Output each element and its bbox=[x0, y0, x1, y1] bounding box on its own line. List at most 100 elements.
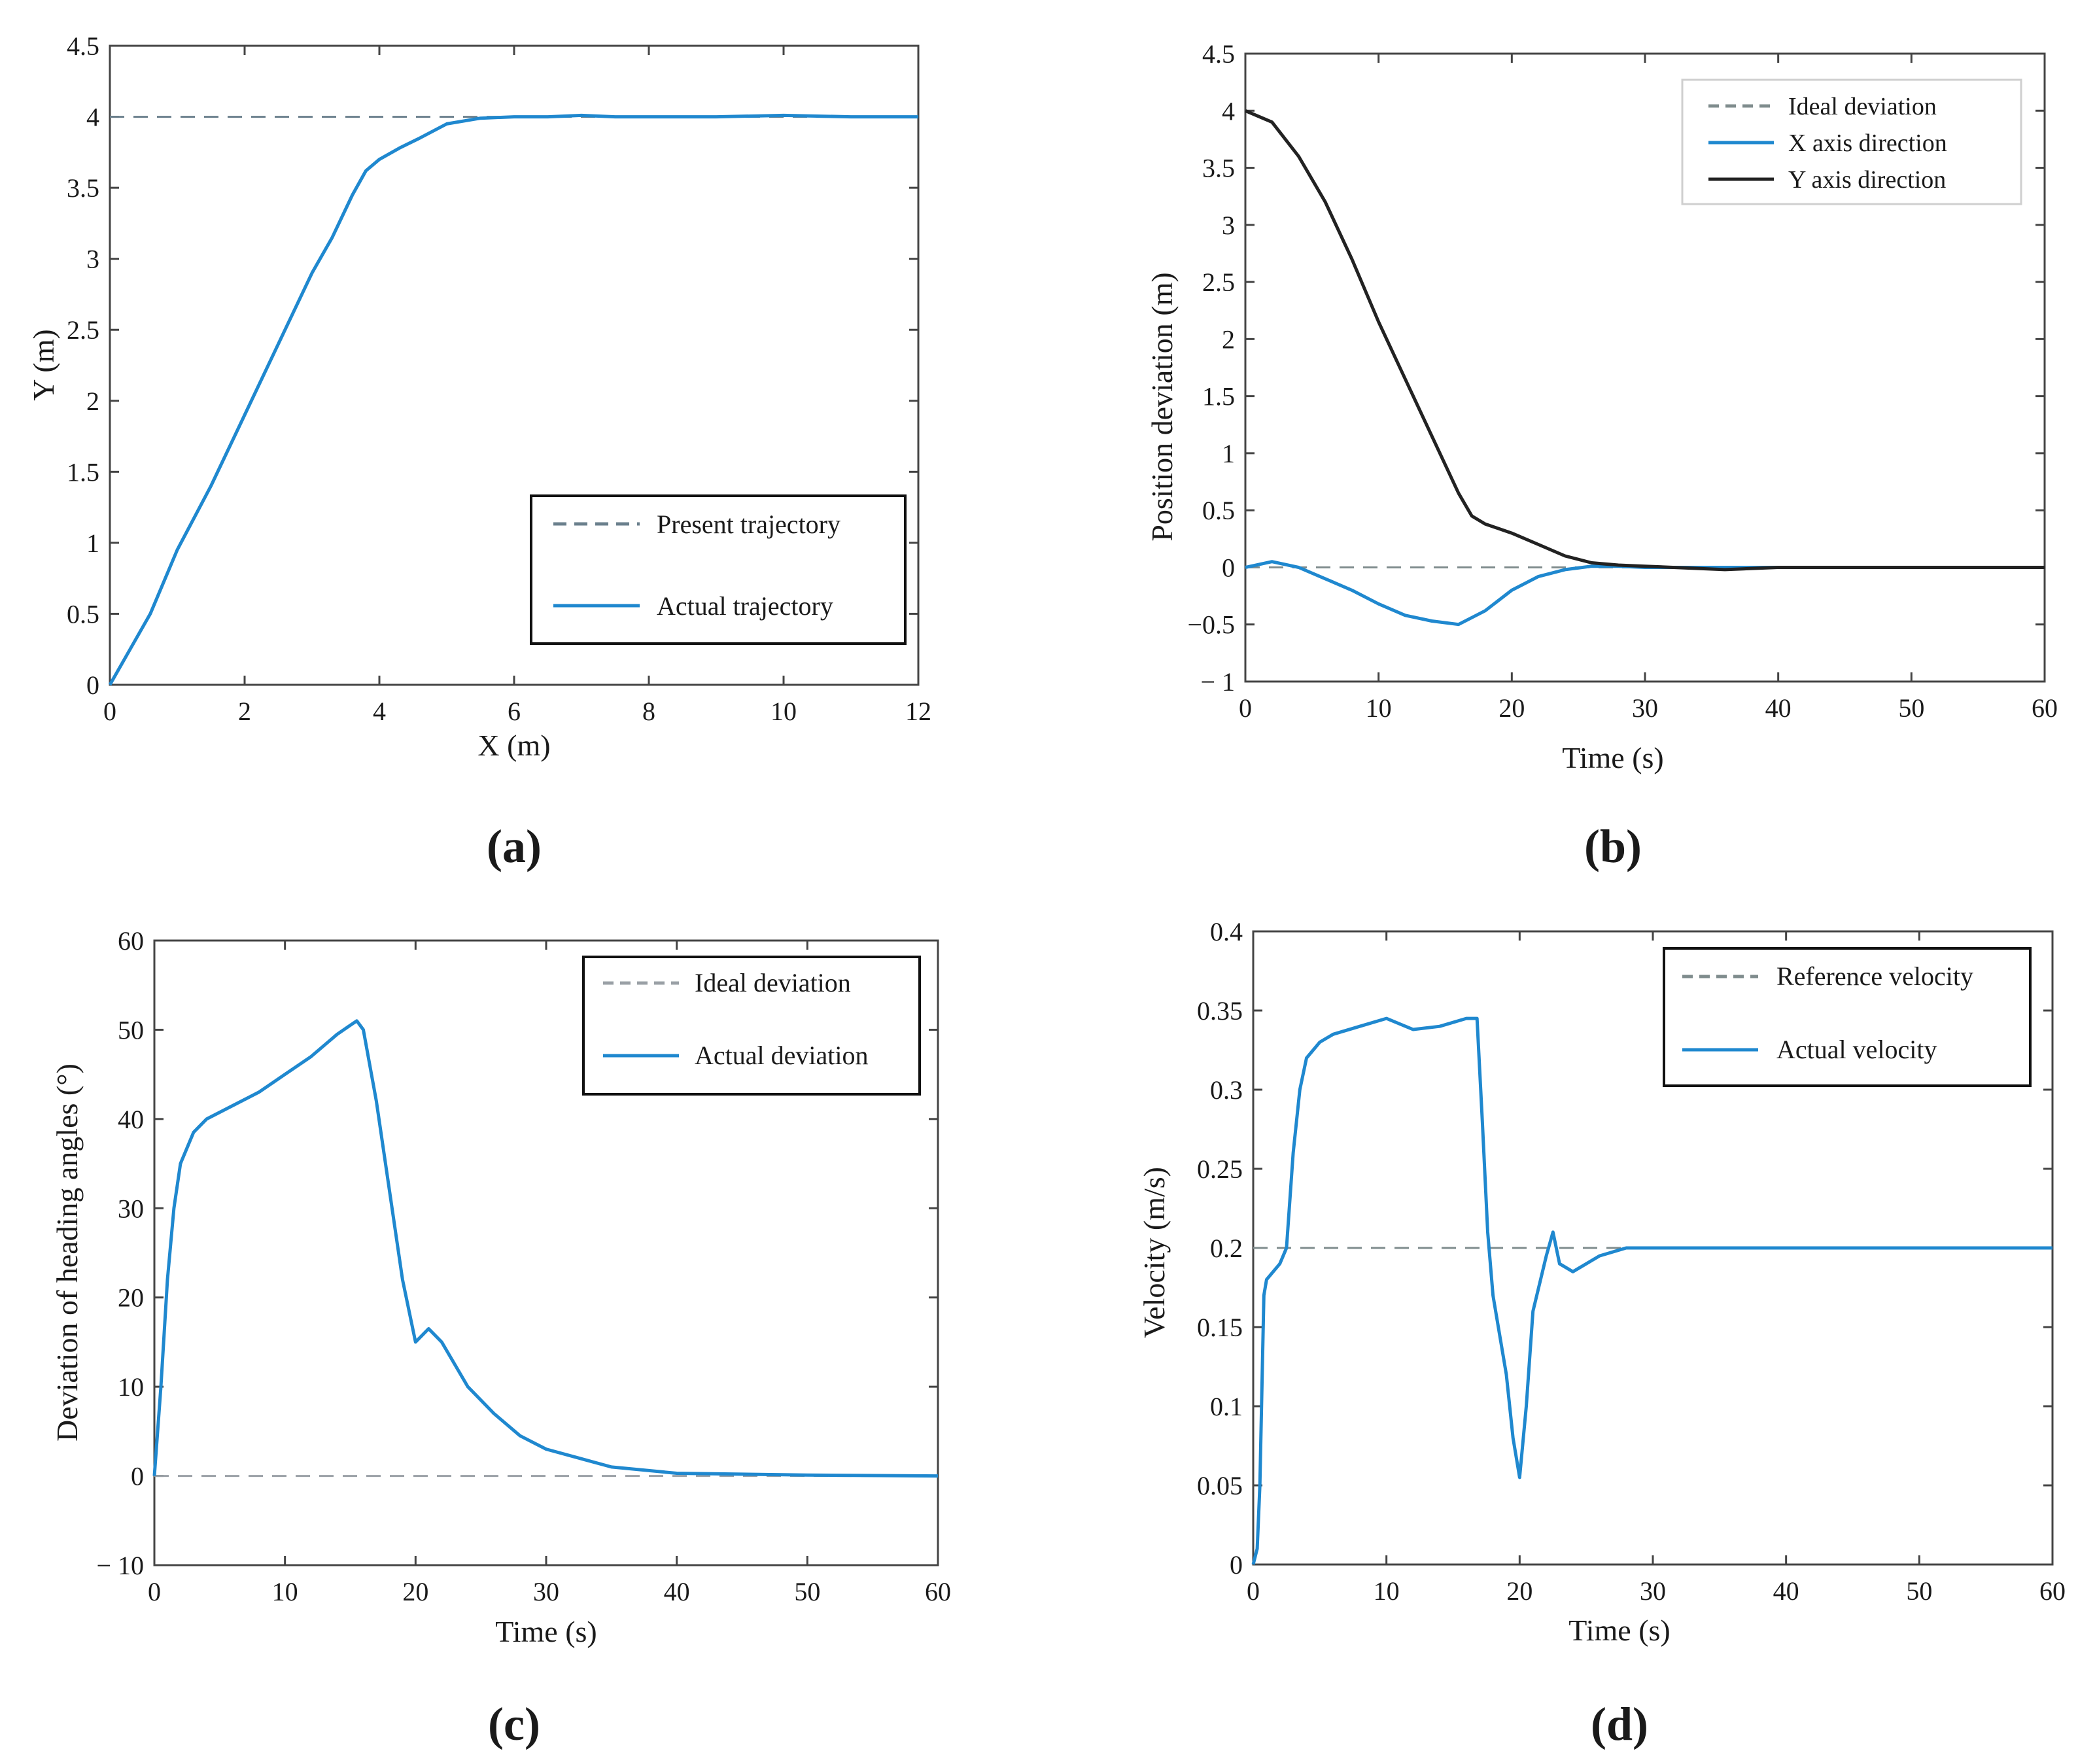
panel-c-ytick-label: 60 bbox=[118, 926, 144, 956]
panel-d-xtick-label: 60 bbox=[2039, 1576, 2066, 1606]
panel-d-ytick-label: 0 bbox=[1230, 1550, 1243, 1580]
panel-c-xtick-label: 60 bbox=[925, 1577, 951, 1606]
panel-c-legend-box bbox=[582, 956, 921, 1096]
panel-d-series-actual-velocity bbox=[1251, 1016, 2052, 1565]
panel-b-legend-label-1: X axis direction bbox=[1788, 130, 1947, 157]
panel-c-ytick-label: 10 bbox=[118, 1372, 144, 1402]
panel-b-series-x-axis-direction bbox=[1245, 560, 2045, 627]
panel-a-series-actual-trajectory bbox=[108, 113, 918, 686]
panel-b-ytick-label: 4.5 bbox=[1202, 39, 1235, 69]
panel-a-ytick-label: 1 bbox=[86, 528, 99, 558]
panel-b-legend-label-2: Y axis direction bbox=[1788, 166, 1946, 194]
panel-c-ytick-label: − 10 bbox=[96, 1551, 144, 1580]
panel-d-ytick-label: 0.25 bbox=[1197, 1154, 1243, 1184]
panel-b-label: (b) bbox=[1584, 820, 1642, 873]
panel-d-ytick-label: 0.05 bbox=[1197, 1471, 1243, 1500]
panel-d-legend: Reference velocity Actual velocity bbox=[1663, 947, 2032, 1087]
panel-b-legend-label-0: Ideal deviation bbox=[1788, 93, 1937, 120]
panel-a-xlabel: X (m) bbox=[477, 729, 550, 762]
panel-d-ytick-label: 0.15 bbox=[1197, 1313, 1243, 1342]
panel-d-ylabel: Velocity (m/s) bbox=[1137, 1167, 1171, 1338]
panel-c-label: (c) bbox=[488, 1698, 540, 1750]
panel-b-xtick-label: 60 bbox=[2032, 693, 2058, 723]
panel-a-xtick-label: 12 bbox=[905, 697, 931, 726]
panel-c-ytick-label: 30 bbox=[118, 1194, 144, 1223]
panel-c-ytick-label: 40 bbox=[118, 1105, 144, 1134]
panel-a: 0 2 4 6 8 10 12 0 0.5 1 1.5 2 2.5 3 3.5 4 4.5 X (m) Y (m… bbox=[27, 31, 931, 873]
panel-b-ytick-label: 3 bbox=[1222, 211, 1235, 240]
panel-d-ticks: 0 10 20 30 40 50 60 0 0.05 0.1 0.15 0.2 0.25 0.3 0.35 0… bbox=[1197, 917, 2066, 1606]
panel-d-legend-box bbox=[1663, 947, 2032, 1087]
panel-b-ytick-label: 3.5 bbox=[1202, 154, 1235, 183]
panel-b-series-y-axis-direction bbox=[1245, 109, 2045, 572]
panel-b-xtick-label: 50 bbox=[1898, 693, 1924, 723]
panel-b-xtick-label: 20 bbox=[1498, 693, 1525, 723]
panel-d-xtick-label: 50 bbox=[1906, 1576, 1932, 1606]
panel-d-series bbox=[1251, 1016, 2052, 1565]
panel-a-ylabel: Y (m) bbox=[27, 329, 60, 400]
panel-d-xlabel: Time (s) bbox=[1568, 1614, 1671, 1647]
panel-a-ytick-label: 2 bbox=[86, 387, 99, 416]
panel-a-ytick-label: 4.5 bbox=[67, 31, 99, 61]
panel-a-legend-label-0: Present trajectory bbox=[657, 510, 840, 539]
panel-a-ytick-label: 1.5 bbox=[67, 457, 99, 487]
panel-c-ytick-label: 0 bbox=[131, 1462, 144, 1491]
panel-d-xtick-label: 0 bbox=[1247, 1576, 1260, 1606]
panel-d-label: (d) bbox=[1591, 1698, 1648, 1750]
panel-c-xtick-label: 0 bbox=[148, 1577, 161, 1606]
panel-a-ytick-label: 0 bbox=[86, 670, 99, 700]
panel-b-legend-box bbox=[1681, 78, 2022, 205]
panel-d-xtick-label: 40 bbox=[1773, 1576, 1799, 1606]
panel-b-xtick-label: 0 bbox=[1239, 693, 1252, 723]
panel-a-xtick-label: 2 bbox=[238, 697, 251, 726]
panel-d-xtick-label: 10 bbox=[1374, 1576, 1400, 1606]
panel-d-legend-label-0: Reference velocity bbox=[1776, 961, 1973, 991]
panel-b-ytick-label: 0.5 bbox=[1202, 496, 1235, 525]
panel-a-legend-box bbox=[530, 494, 907, 645]
panel-b-ylabel: Position deviation (m) bbox=[1145, 272, 1179, 541]
panel-b-xlabel: Time (s) bbox=[1562, 741, 1664, 774]
panel-a-xtick-label: 0 bbox=[103, 697, 116, 726]
panel-c-xtick-label: 40 bbox=[664, 1577, 690, 1606]
panel-b-ytick-label: 2 bbox=[1222, 324, 1235, 354]
panel-a-ytick-label: 4 bbox=[86, 103, 99, 132]
panel-b-xtick-label: 30 bbox=[1632, 693, 1658, 723]
panel-c-xtick-label: 10 bbox=[272, 1577, 298, 1606]
panel-a-ytick-label: 0.5 bbox=[67, 599, 99, 629]
panel-b-ytick-label: − 1 bbox=[1200, 667, 1235, 697]
panel-d-xtick-label: 20 bbox=[1506, 1576, 1533, 1606]
panel-c-series-actual-deviation bbox=[152, 1019, 939, 1478]
panel-b-ytick-label: 4 bbox=[1222, 96, 1235, 126]
panel-c-xtick-label: 50 bbox=[794, 1577, 820, 1606]
panel-a-ytick-label: 3.5 bbox=[67, 173, 99, 203]
panel-a-xtick-label: 8 bbox=[642, 697, 655, 726]
panel-a-xtick-label: 4 bbox=[373, 697, 386, 726]
panel-d-xtick-label: 30 bbox=[1640, 1576, 1666, 1606]
panel-d-legend-label-1: Actual velocity bbox=[1776, 1035, 1937, 1064]
panel-d-ytick-label: 0.3 bbox=[1210, 1075, 1243, 1105]
panel-b-ytick-label: 1.5 bbox=[1202, 382, 1235, 411]
panel-b-ytick-label: 1 bbox=[1222, 439, 1235, 468]
panel-b-series bbox=[1245, 109, 2045, 627]
panel-a-legend: Present trajectory Actual trajectory bbox=[530, 494, 907, 645]
panel-c-xlabel: Time (s) bbox=[495, 1615, 597, 1648]
panel-d-ytick-label: 0.35 bbox=[1197, 996, 1243, 1026]
panel-a-xtick-label: 10 bbox=[771, 697, 797, 726]
panel-b: 0 10 20 30 40 50 60 − 1 −0.5 0 0.5 1 1.5 2 2.5 3 3.5 4 4.5… bbox=[1145, 39, 2058, 873]
panel-c-legend: Ideal deviation Actual deviation bbox=[582, 956, 921, 1096]
panel-b-ticks: 0 10 20 30 40 50 60 − 1 −0.5 0 0.5 1 1.5 2 2.5 3 3.5 4 4.5 bbox=[1187, 39, 2058, 723]
panel-c-ytick-label: 20 bbox=[118, 1283, 144, 1313]
panel-c-legend-label-1: Actual deviation bbox=[695, 1041, 868, 1070]
panel-c-ytick-label: 50 bbox=[118, 1015, 144, 1045]
panel-b-ytick-label: 2.5 bbox=[1202, 268, 1235, 297]
panel-a-series bbox=[108, 113, 918, 686]
panel-b-xtick-label: 10 bbox=[1366, 693, 1392, 723]
panel-a-ytick-label: 3 bbox=[86, 245, 99, 274]
panel-d-ytick-label: 0.4 bbox=[1210, 917, 1243, 946]
panel-b-ytick-label: 0 bbox=[1222, 553, 1235, 582]
panel-d: 0 10 20 30 40 50 60 0 0.05 0.1 0.15 0.2 0.25 0.3 0.35 0… bbox=[1137, 917, 2066, 1750]
panel-a-ytick-label: 2.5 bbox=[67, 315, 99, 345]
